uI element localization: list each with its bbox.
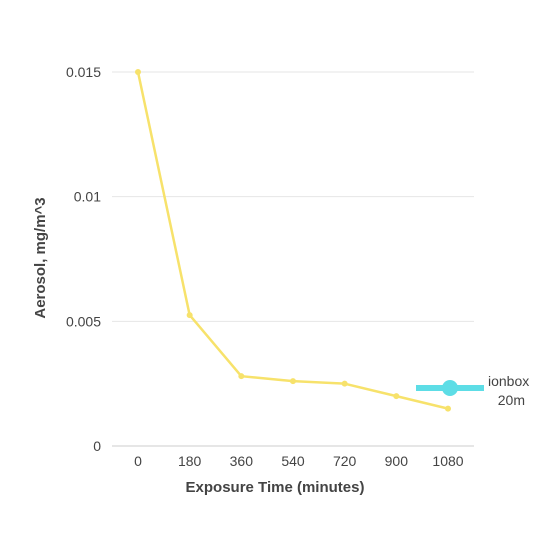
data-point — [445, 405, 451, 412]
legend-label-line-1: ionbox — [488, 373, 529, 389]
series-line — [136, 70, 450, 410]
y-axis-title: Aerosol, mg/m^3 — [32, 197, 49, 318]
series — [135, 69, 451, 412]
data-point — [135, 69, 141, 75]
x-tick-label: 900 — [385, 453, 409, 469]
x-tick-label: 180 — [178, 453, 202, 469]
x-tick-label: 720 — [333, 453, 357, 469]
x-axis-title: Exposure Time (minutes) — [186, 479, 365, 496]
gridlines — [112, 71, 474, 322]
x-tick-label: 0 — [134, 453, 142, 469]
y-tick-labels: 0 0.005 0.01 0.015 — [66, 64, 101, 454]
data-point — [341, 380, 348, 387]
x-tick-labels: 0 180 360 540 720 900 1080 — [134, 453, 464, 469]
legend-label-line-2: 20m — [498, 392, 525, 408]
data-point — [238, 373, 245, 380]
x-tick-label: 1080 — [432, 453, 463, 469]
y-tick-label: 0.005 — [66, 313, 101, 329]
legend-marker — [442, 380, 458, 396]
x-tick-label: 540 — [281, 453, 305, 469]
y-tick-label: 0.015 — [66, 64, 101, 80]
data-point — [186, 312, 193, 319]
data-point — [393, 393, 400, 400]
x-tick-label: 360 — [230, 453, 254, 469]
y-tick-label: 0 — [93, 438, 101, 454]
data-point — [290, 378, 296, 385]
legend[interactable]: ionbox 20m — [416, 373, 529, 408]
y-tick-label: 0.01 — [74, 189, 101, 205]
